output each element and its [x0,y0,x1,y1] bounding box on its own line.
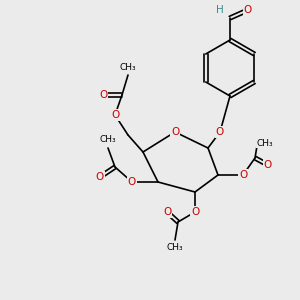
Text: O: O [239,170,247,180]
Text: O: O [96,172,104,182]
Text: O: O [191,207,199,217]
Text: CH₃: CH₃ [120,62,136,71]
Text: O: O [163,207,171,217]
Text: O: O [111,110,119,120]
Text: CH₃: CH₃ [100,136,116,145]
Text: CH₃: CH₃ [257,139,273,148]
Text: O: O [171,127,179,137]
Text: O: O [244,5,252,15]
Text: H: H [216,5,224,15]
Text: O: O [264,160,272,170]
Text: O: O [216,127,224,137]
Text: CH₃: CH₃ [167,244,183,253]
Text: O: O [99,90,107,100]
Text: O: O [128,177,136,187]
